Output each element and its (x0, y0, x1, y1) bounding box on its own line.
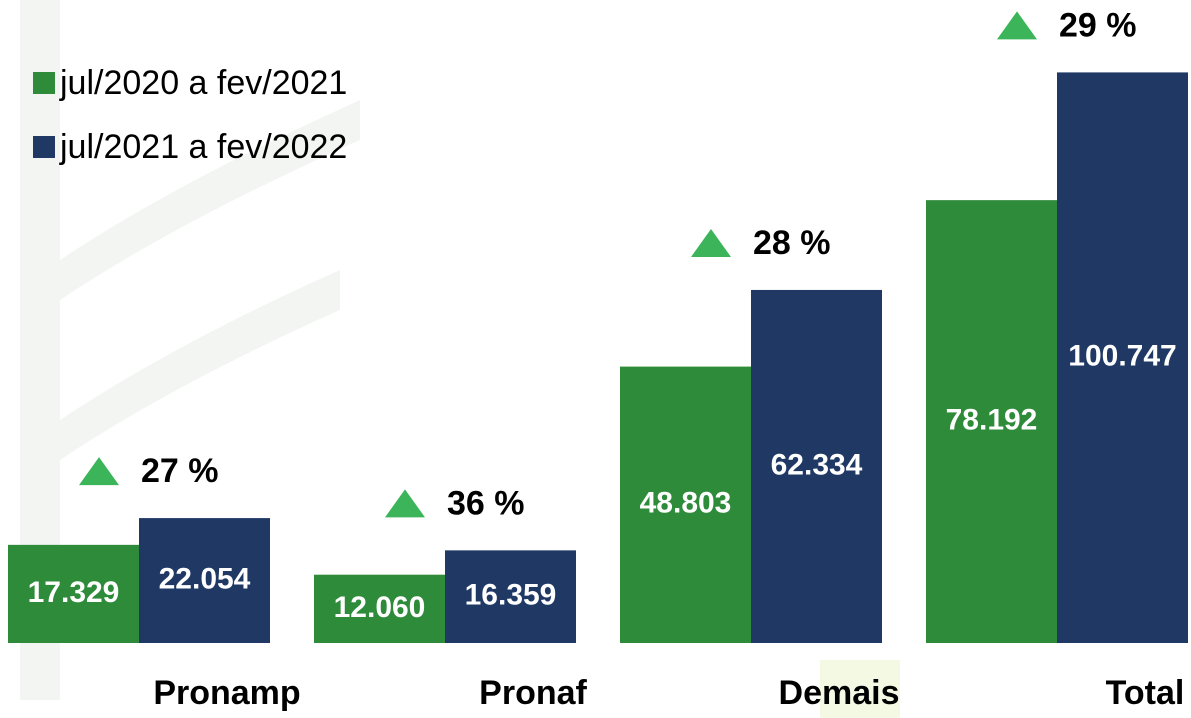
value-label: 48.803 (640, 487, 732, 520)
increase-triangle (79, 457, 119, 486)
x-tick-label: Demais (779, 674, 900, 712)
annotation: 28 % (753, 224, 831, 262)
watermark (20, 0, 360, 700)
value-label: 17.329 (28, 576, 120, 609)
legend-label: jul/2020 a fev/2021 (59, 64, 347, 102)
annotation: 36 % (447, 484, 525, 522)
bar (1057, 72, 1188, 643)
value-label: 62.334 (771, 448, 863, 481)
legend-swatch (33, 136, 55, 158)
watermark (820, 660, 900, 718)
bar (8, 544, 139, 643)
bar (926, 200, 1057, 644)
bar (314, 574, 445, 643)
legend-label: jul/2021 a fev/2022 (59, 128, 347, 166)
x-tick-label: Pronamp (153, 674, 300, 712)
annotation: 29 % (1059, 6, 1137, 44)
annotation: 27 % (141, 452, 219, 490)
x-tick-label: Total (1106, 674, 1185, 712)
legend-swatch (33, 72, 55, 94)
value-label: 16.359 (465, 579, 557, 612)
increase-triangle (691, 228, 731, 257)
value-label: 22.054 (159, 562, 251, 595)
value-label: 78.192 (946, 403, 1038, 436)
bar (751, 289, 882, 643)
x-tick-label: Pronaf (479, 674, 587, 712)
bar (445, 550, 576, 643)
bar (620, 366, 751, 643)
bar (139, 518, 270, 643)
value-label: 12.060 (334, 591, 426, 624)
value-label: 100.747 (1068, 340, 1176, 373)
increase-triangle (997, 11, 1037, 40)
increase-triangle (385, 489, 425, 518)
